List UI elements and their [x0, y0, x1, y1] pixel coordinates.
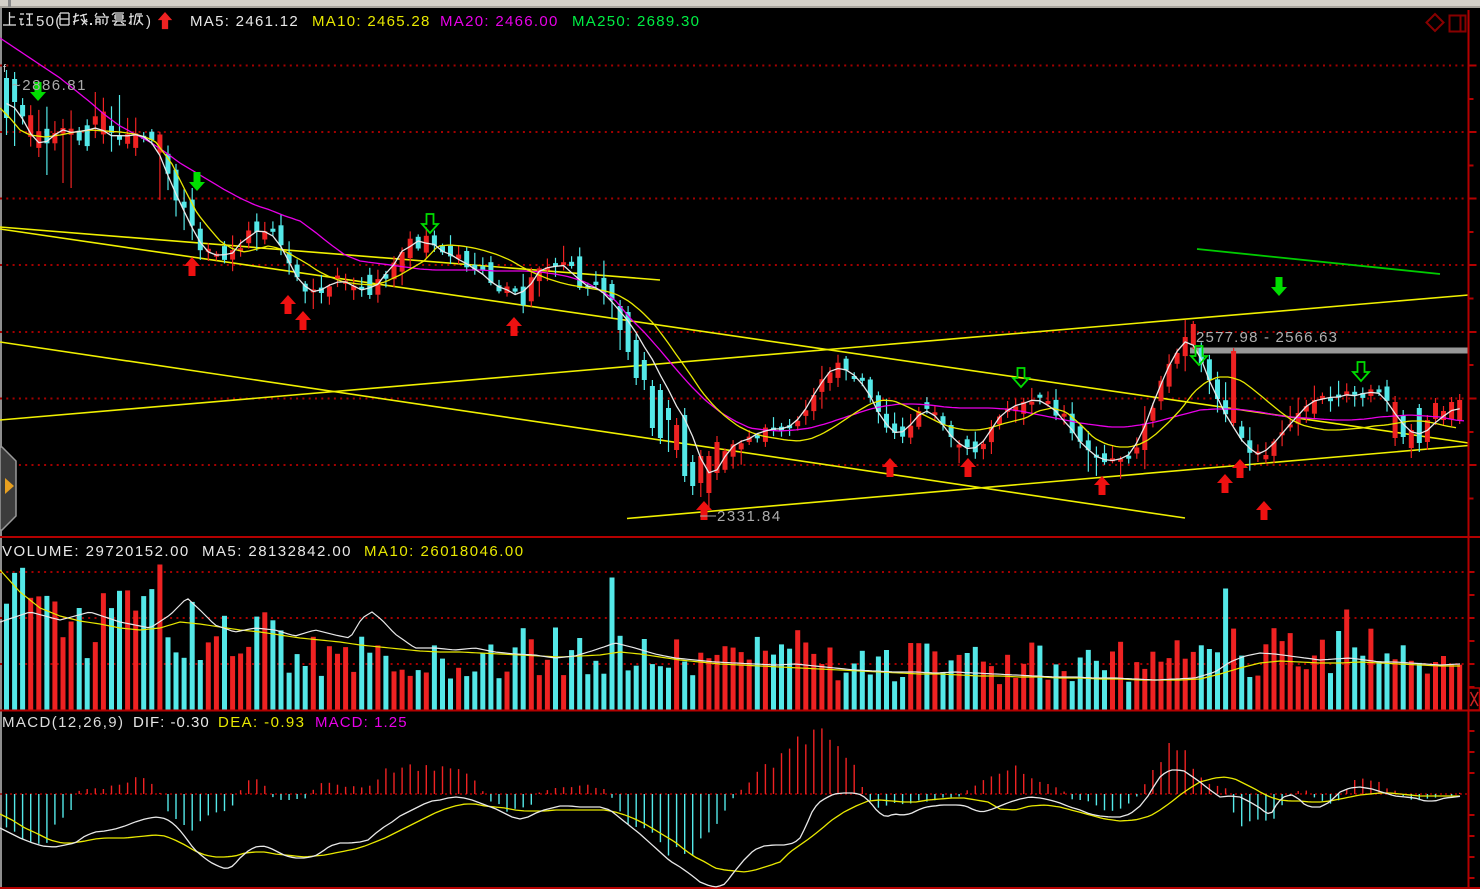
svg-text:VOLUME: 29720152.00: VOLUME: 29720152.00 [2, 543, 190, 560]
svg-text:MA250: 2689.30: MA250: 2689.30 [572, 13, 700, 30]
svg-text:): ) [146, 13, 152, 30]
svg-text:MA5: 2461.12: MA5: 2461.12 [190, 13, 299, 30]
svg-text:MA10: 2465.28: MA10: 2465.28 [312, 13, 431, 30]
svg-text:DIF: -0.30: DIF: -0.30 [133, 714, 210, 731]
svg-text:2577.98 - 2566.63: 2577.98 - 2566.63 [1196, 329, 1338, 346]
svg-text:MA10: 26018046.00: MA10: 26018046.00 [364, 543, 525, 560]
svg-text:50(: 50( [36, 13, 62, 30]
svg-text:2331.84: 2331.84 [717, 508, 782, 525]
svg-text:MACD: 1.25: MACD: 1.25 [315, 714, 408, 731]
svg-text:MA20: 2466.00: MA20: 2466.00 [440, 13, 559, 30]
svg-text:f: f [3, 63, 7, 75]
svg-text:MA5: 28132842.00: MA5: 28132842.00 [202, 543, 352, 560]
svg-text:DEA: -0.93: DEA: -0.93 [218, 714, 305, 731]
svg-text:MACD(12,26,9): MACD(12,26,9) [2, 714, 124, 731]
svg-text:~2886.81: ~2886.81 [12, 77, 87, 94]
